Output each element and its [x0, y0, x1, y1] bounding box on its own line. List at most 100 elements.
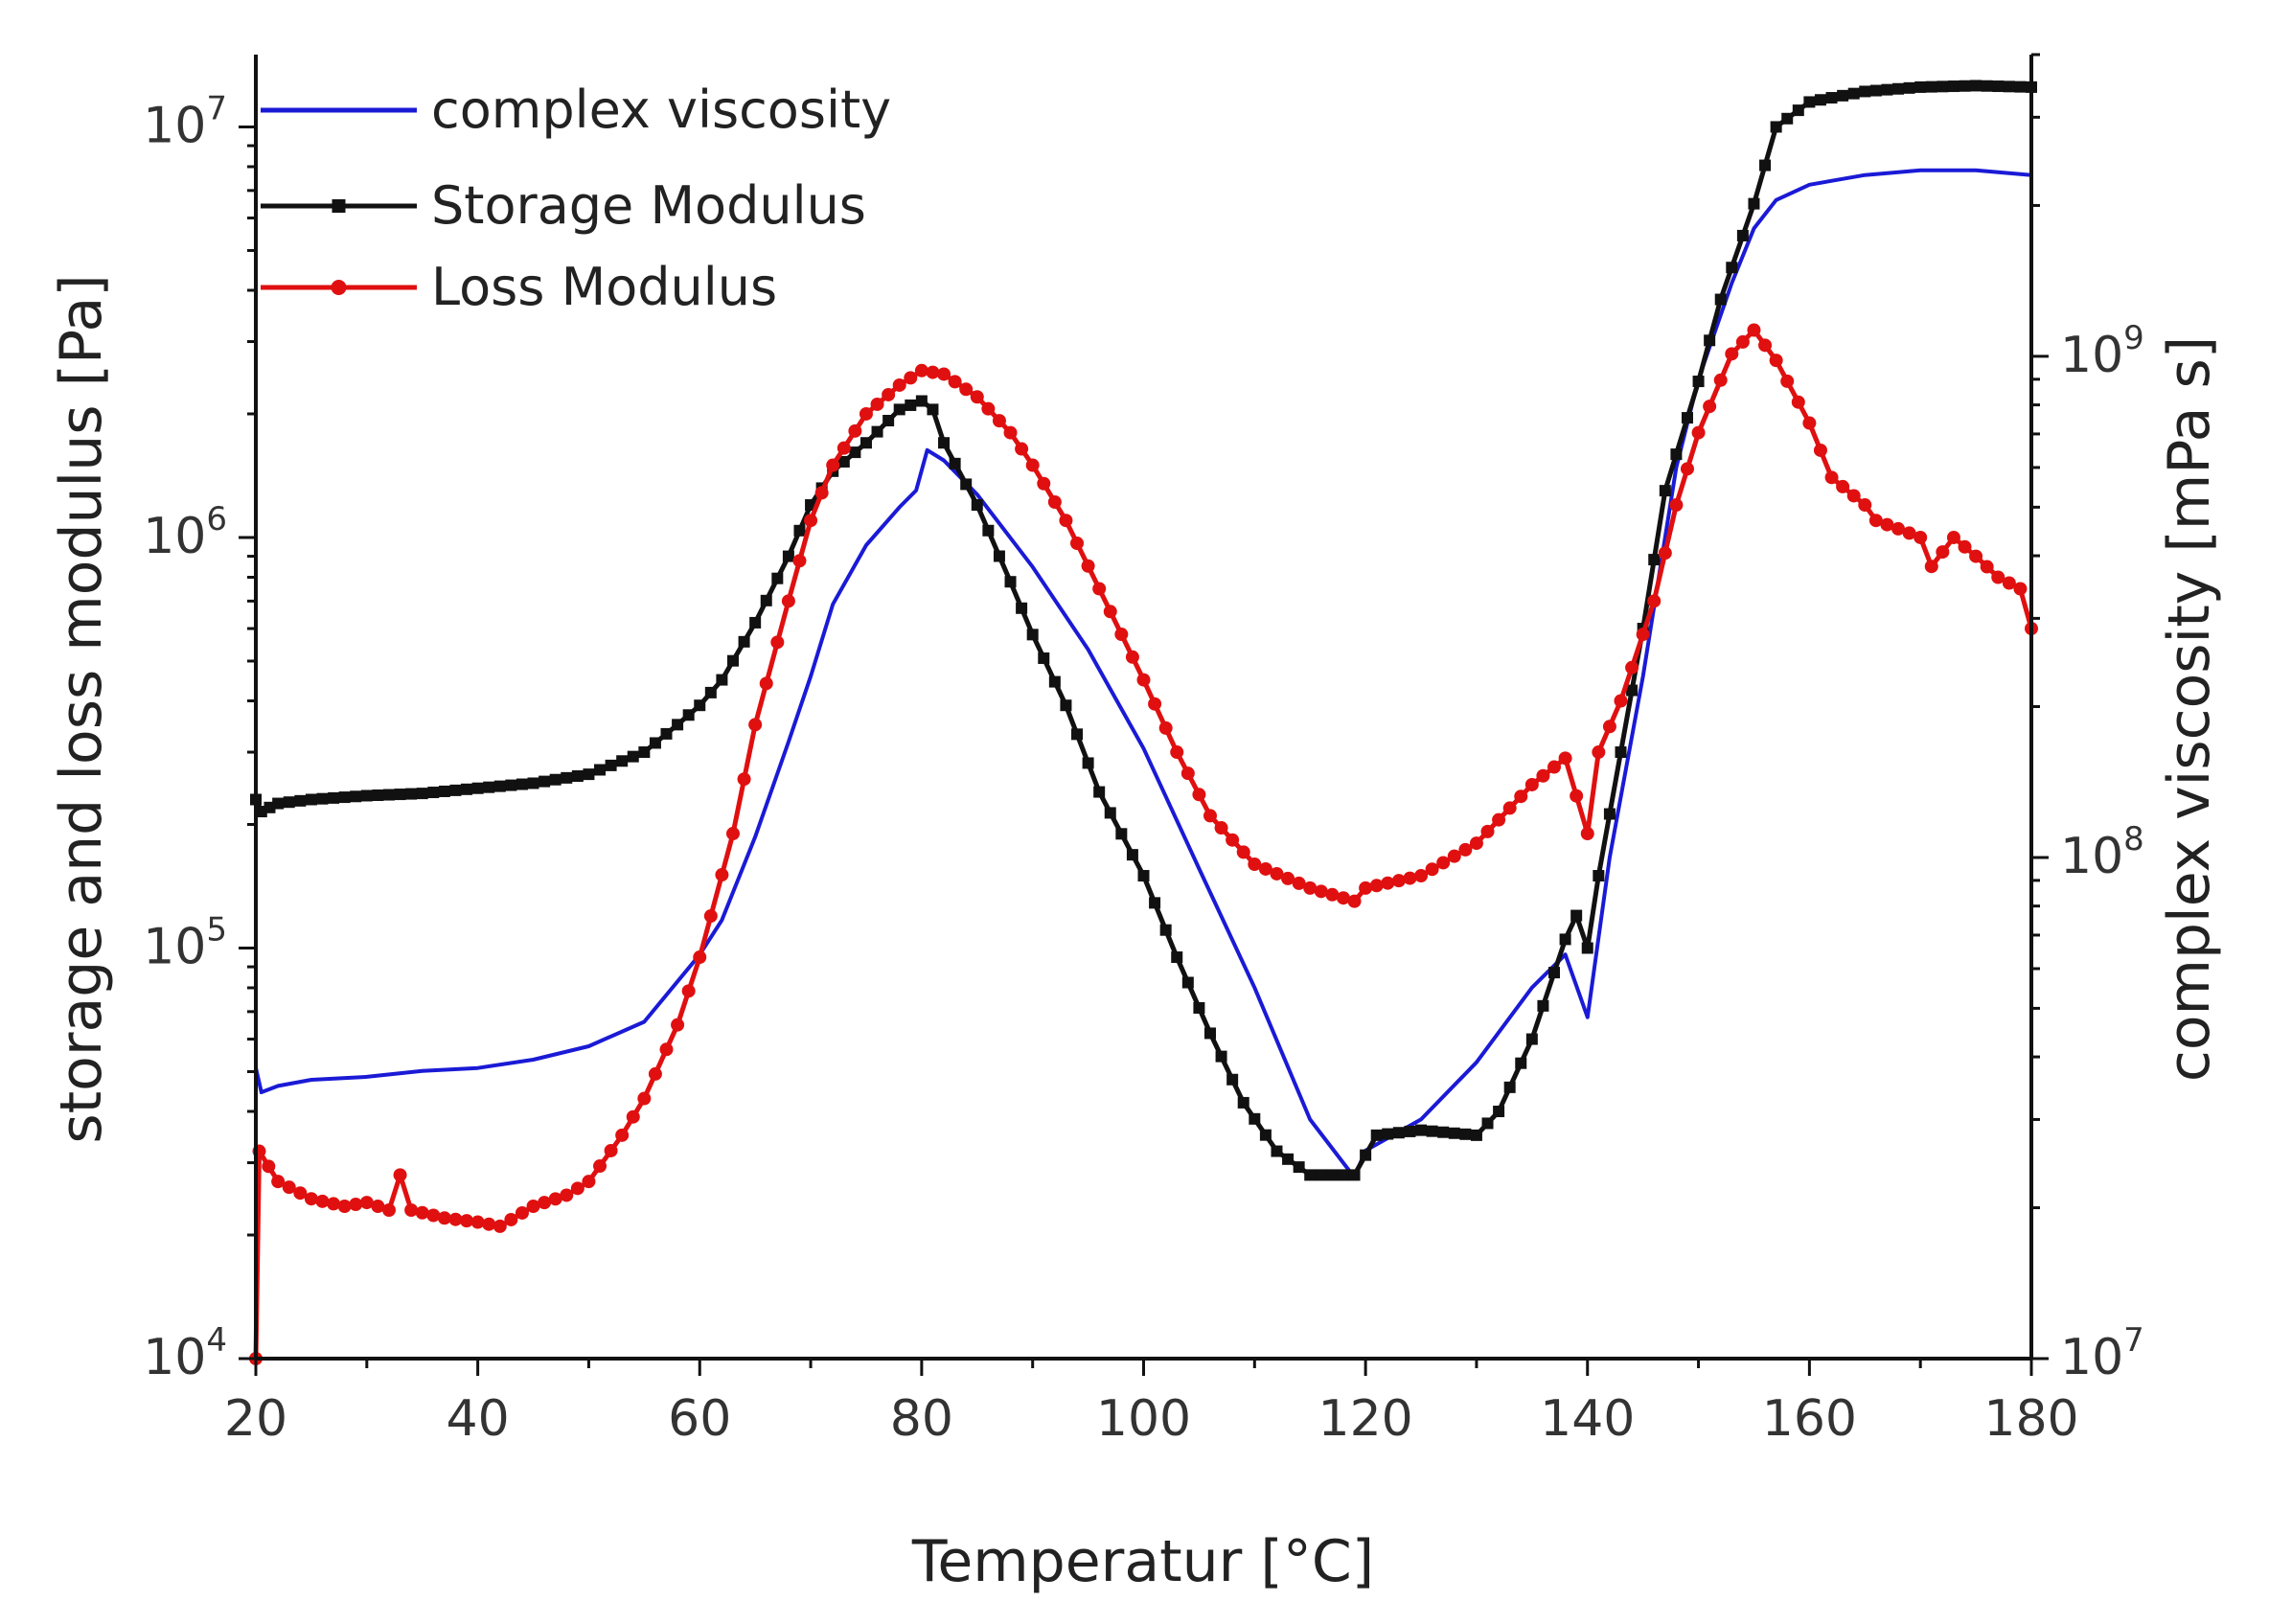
data-point [1593, 870, 1605, 882]
data-point [1791, 395, 1805, 409]
data-point [781, 594, 795, 608]
data-point [1969, 549, 1983, 563]
data-point [671, 1018, 685, 1032]
data-point [915, 395, 928, 407]
data-point [372, 789, 384, 802]
data-point [1315, 1169, 1327, 1181]
data-point [1282, 1153, 1295, 1165]
data-point [1847, 87, 1860, 100]
data-point [914, 363, 928, 377]
data-point [782, 550, 794, 562]
x-tick-label: 160 [1762, 1390, 1857, 1448]
data-point [1648, 554, 1661, 566]
data-point [1436, 856, 1451, 870]
data-point [1425, 862, 1439, 877]
data-point [981, 401, 996, 416]
data-point [859, 437, 872, 449]
data-point [1359, 881, 1373, 895]
data-point [870, 397, 884, 411]
data-point [992, 414, 1006, 428]
data-point [1092, 582, 1107, 596]
legend-label: Loss Modulus [431, 257, 777, 317]
data-point [848, 423, 862, 438]
data-point [1792, 104, 1804, 117]
data-point [1868, 514, 1883, 528]
data-point [1837, 89, 1849, 102]
data-point [1759, 159, 1772, 172]
data-point [1048, 675, 1061, 688]
data-point [1448, 1127, 1460, 1139]
data-point [426, 1208, 441, 1223]
data-point [560, 1188, 574, 1202]
data-point [1481, 1117, 1494, 1130]
x-tick-label: 140 [1540, 1390, 1635, 1448]
x-tick-label: 180 [1983, 1390, 2078, 1448]
data-point [1680, 462, 1694, 476]
data-point [1203, 809, 1217, 823]
data-point [1369, 879, 1384, 893]
data-point [416, 788, 428, 800]
data-point [1858, 498, 1872, 513]
y-left-tick-label: 105 [143, 910, 227, 975]
data-point [393, 1168, 407, 1182]
data-point [448, 1212, 463, 1226]
data-point [1859, 85, 1871, 98]
data-point [1391, 874, 1406, 888]
data-point [1558, 751, 1572, 766]
data-point [1937, 80, 1949, 93]
data-point [337, 1199, 352, 1213]
data-point [1681, 412, 1693, 424]
data-point [1016, 602, 1028, 614]
data-point [1037, 476, 1051, 491]
data-point [1670, 448, 1683, 461]
data-point [638, 746, 651, 759]
legend-item-loss-modulus: Loss Modulus [261, 257, 777, 317]
data-point [327, 1197, 341, 1211]
data-point [1515, 1057, 1527, 1069]
data-point [927, 403, 939, 416]
data-point [1237, 1096, 1249, 1109]
data-point [515, 1205, 529, 1220]
data-point [616, 755, 629, 767]
data-point [1171, 951, 1183, 964]
data-point [582, 1175, 596, 1189]
data-point [938, 437, 951, 449]
data-point [1559, 933, 1571, 946]
x-axis-title: Temperatur [°C] [911, 1528, 1374, 1595]
data-point [1193, 1001, 1205, 1014]
data-point [1970, 80, 1983, 92]
data-point [1780, 374, 1795, 388]
data-point [1125, 650, 1139, 664]
data-point [1415, 1124, 1428, 1136]
data-point [1514, 789, 1528, 804]
data-point [1925, 80, 1937, 93]
data-point [405, 788, 418, 800]
data-point [660, 727, 673, 740]
data-point [1570, 789, 1584, 803]
data-point [1459, 1128, 1472, 1140]
data-point [1258, 861, 1272, 876]
data-point [350, 790, 362, 803]
data-point [882, 387, 896, 401]
data-point [704, 686, 717, 698]
data-point [316, 792, 329, 805]
data-point [315, 1194, 330, 1208]
data-point [493, 1219, 507, 1233]
data-point [1615, 746, 1627, 759]
x-tick-label: 80 [890, 1390, 953, 1448]
data-point [1270, 866, 1284, 881]
data-point [1226, 833, 1240, 847]
data-point [1603, 808, 1616, 820]
data-point [1836, 479, 1850, 493]
data-point [1136, 673, 1151, 687]
data-point [262, 1159, 276, 1174]
data-point [1414, 869, 1429, 883]
data-point [538, 1196, 552, 1210]
data-point [1524, 777, 1539, 791]
data-point [1525, 1033, 1538, 1045]
data-point [715, 868, 729, 882]
data-point [594, 764, 607, 776]
data-point [1038, 652, 1050, 664]
data-point [1703, 400, 1717, 414]
data-point [1226, 1073, 1239, 1086]
